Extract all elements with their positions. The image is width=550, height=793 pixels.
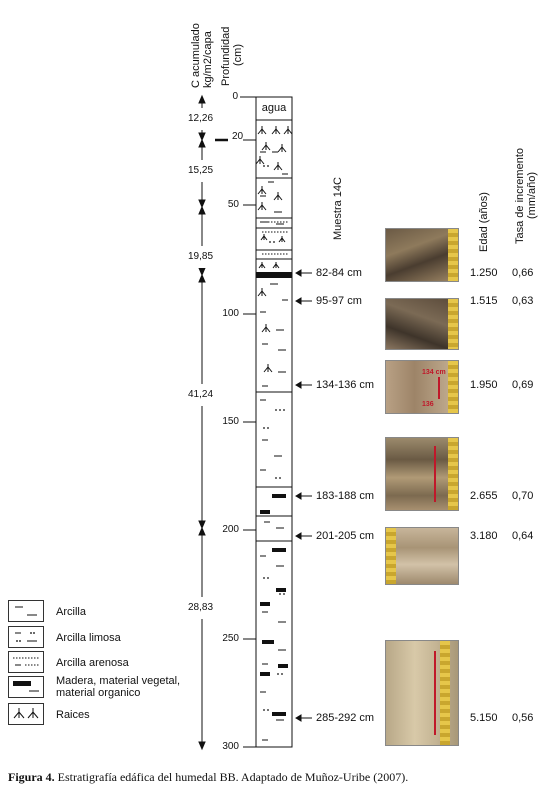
water-layer-label: agua [261,102,287,114]
figure-caption: Figura 4. Estratigrafía edáfica del hume… [8,770,408,785]
sample-rate: 0,66 [512,267,534,279]
sample-depth-label: 201-205 cm [316,530,375,542]
depth-tick-label: 300 [222,741,239,752]
photo-annotation-bottom: 136 [422,401,434,408]
legend-label-clay: Arcilla [56,606,86,618]
sample-rate: 0,70 [512,490,534,502]
depth-tick-label: 0 [232,91,238,102]
sample-rate: 0,64 [512,530,534,542]
legend-label-wood-line1: Madera, material vegetal, [56,675,181,687]
sample-age: 5.150 [470,712,498,724]
core-photo-5 [385,527,459,585]
depth-tick-label: 150 [222,416,239,427]
carbon-value: 12,26 [188,113,214,124]
wood-pattern-icon [8,676,44,698]
caption-text: Estratigrafía edáfica del humedal BB. Ad… [54,770,409,784]
carbon-value: 41,24 [188,389,214,400]
legend-label-sandy-clay: Arcilla arenosa [56,657,129,669]
depth-tick-label: 20 [232,131,244,142]
sample-age: 1.250 [470,267,498,279]
core-photo-3: 134 cm 136 [385,360,459,414]
depth-tick-label: 250 [222,633,239,644]
legend-label-silty-clay: Arcilla limosa [56,632,121,644]
core-photo-1 [385,228,459,282]
legend-label-roots: Raices [56,709,90,721]
core-photo-2 [385,298,459,350]
carbon-value: 15,25 [188,165,214,176]
core-photo-6 [385,640,459,746]
sample-depth-label: 285-292 cm [316,712,375,724]
carbon-value: 28,83 [188,602,214,613]
legend-label-wood: Madera, material vegetal, material organ… [56,675,180,699]
sample-rate: 0,56 [512,712,534,724]
sample-rate: 0,63 [512,295,534,307]
photo-annotation-top: 134 cm [422,369,446,376]
legend-label-wood-line2: material organico [56,687,141,699]
carbon-arrows [198,94,206,751]
depth-tick-label: 200 [222,524,239,535]
core-photo-4 [385,437,459,511]
carbon-value: 19,85 [188,251,214,262]
roots-symbols [255,126,293,373]
clay-pattern-icon [8,600,44,622]
caption-bold: Figura 4. [8,770,55,784]
roots-pattern-icon [8,703,44,725]
depth-tick-label: 100 [222,308,239,319]
sample-rate: 0,69 [512,379,534,391]
sample-arrows [295,269,312,722]
sample-depth-label: 82-84 cm [316,267,362,279]
sandy-clay-pattern-icon [8,651,44,673]
sample-depth-label: 134-136 cm [316,379,375,391]
sample-age: 1.950 [470,379,498,391]
silty-clay-pattern-icon [8,626,44,648]
sample-depth-label: 183-188 cm [316,490,375,502]
sample-age: 3.180 [470,530,498,542]
sample-depth-label: 95-97 cm [316,295,362,307]
depth-tick-label: 50 [227,199,239,210]
sample-age: 1.515 [470,295,498,307]
sample-age: 2.655 [470,490,498,502]
